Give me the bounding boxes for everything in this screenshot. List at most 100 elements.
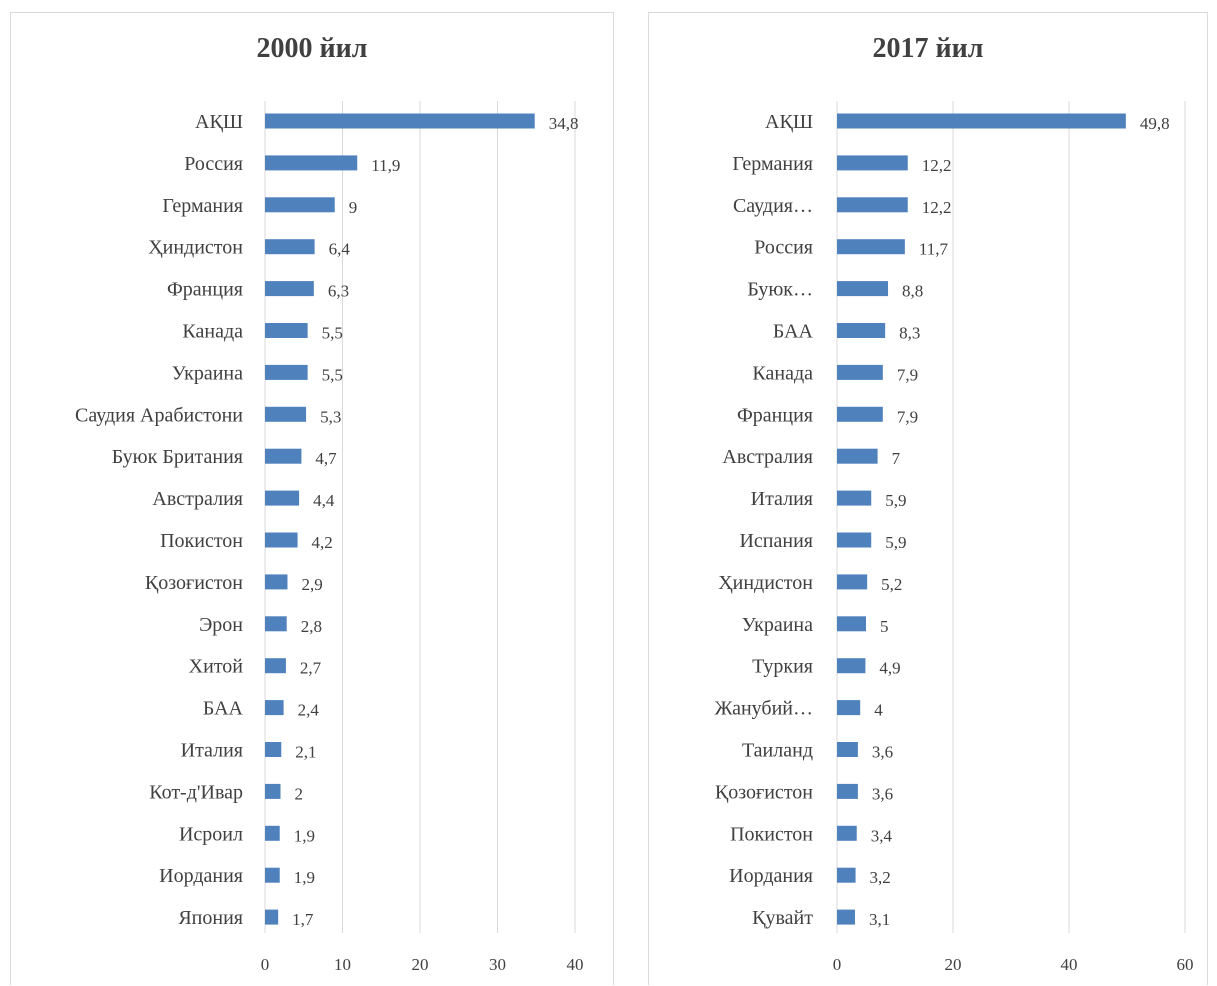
- bar: [265, 155, 358, 171]
- category-label: Қозоғистон: [715, 781, 813, 803]
- data-label: 34,8: [549, 114, 579, 133]
- data-label: 5,2: [881, 575, 902, 594]
- category-label: АҚШ: [195, 111, 243, 133]
- category-label: Россия: [184, 153, 243, 175]
- x-tick-label: 0: [261, 955, 270, 974]
- bar: [837, 909, 855, 925]
- category-label: Канада: [182, 321, 243, 343]
- x-tick-label: 40: [567, 955, 584, 974]
- data-label: 49,8: [1140, 114, 1170, 133]
- bar: [265, 825, 280, 841]
- category-label: Украина: [172, 362, 243, 384]
- category-label: Испания: [739, 530, 813, 552]
- category-label: Саудия…: [733, 195, 813, 217]
- category-label: Саудия Арабистони: [75, 404, 243, 426]
- data-label: 6,3: [328, 282, 349, 301]
- category-label: Ҳиндистон: [718, 572, 813, 594]
- chart-title: 2017 йил: [872, 33, 984, 64]
- data-label: 11,9: [371, 156, 400, 175]
- data-label: 9: [349, 198, 358, 217]
- data-label: 6,4: [329, 240, 351, 259]
- chart-panel-2000: 2000 йил 0 10 20 30 40 АҚШ 34,8 Россия 11,9 Герма…: [10, 12, 614, 985]
- bar: [265, 197, 335, 213]
- bar: [837, 113, 1126, 129]
- data-label: 3,6: [872, 743, 893, 762]
- bar: [265, 406, 307, 422]
- bar: [265, 742, 282, 757]
- data-label: 7,9: [897, 407, 918, 426]
- bar: [265, 783, 281, 799]
- data-label: 2: [295, 784, 304, 803]
- bar: [837, 742, 858, 757]
- bar: [265, 323, 308, 338]
- data-label: 12,2: [922, 198, 952, 217]
- data-label: 5,9: [885, 491, 906, 510]
- category-label: Эрон: [199, 614, 243, 636]
- category-label: Франция: [167, 279, 243, 301]
- data-label: 11,7: [919, 240, 949, 259]
- x-tick-label: 20: [945, 955, 962, 974]
- data-label: 3,6: [872, 784, 893, 803]
- data-label: 3,4: [871, 826, 893, 845]
- data-label: 8,8: [902, 282, 923, 301]
- bar: [837, 532, 872, 548]
- bar: [265, 532, 298, 548]
- bar: [837, 574, 868, 590]
- bar: [837, 281, 889, 297]
- x-tick-label: 10: [334, 955, 351, 974]
- category-label: Австралия: [152, 488, 243, 510]
- category-label: Франция: [737, 404, 813, 426]
- data-label: 2,1: [295, 743, 316, 762]
- category-label: Қозоғистон: [145, 572, 243, 594]
- category-label: Кот-д'Ивар: [149, 781, 243, 803]
- category-label: Покистон: [160, 530, 243, 552]
- category-label: БАА: [773, 321, 814, 343]
- category-label: Туркия: [752, 656, 813, 678]
- data-label: 7: [892, 449, 901, 468]
- bar: [837, 448, 878, 464]
- category-label: Германия: [732, 153, 813, 175]
- x-tick-label: 40: [1061, 955, 1078, 974]
- category-label: Иордания: [159, 865, 243, 887]
- chart-panel-2017: 2017 йил 0 20 40 60 АҚШ 49,8 Германия 12,2 Сауди…: [648, 12, 1208, 985]
- category-label: Иордания: [729, 865, 813, 887]
- category-label: АҚШ: [765, 111, 813, 133]
- category-label: Австралия: [722, 446, 813, 468]
- bar: [265, 574, 288, 590]
- data-label: 5,5: [322, 324, 343, 343]
- bar: [265, 658, 286, 674]
- bar: [837, 490, 872, 506]
- category-label: Канада: [752, 362, 813, 384]
- category-label: Таиланд: [742, 740, 813, 762]
- bar: [837, 323, 886, 338]
- x-tick-label: 30: [489, 955, 506, 974]
- bar: [837, 658, 866, 674]
- bar: [265, 113, 535, 129]
- data-label: 3,2: [870, 868, 891, 887]
- data-label: 2,4: [298, 701, 320, 720]
- data-label: 4: [874, 701, 883, 720]
- data-label: 1,9: [294, 826, 315, 845]
- category-label: Италия: [181, 740, 243, 762]
- bar: [265, 281, 314, 297]
- category-label: Германия: [162, 195, 243, 217]
- x-tick-label: 0: [833, 955, 842, 974]
- bar: [837, 197, 908, 213]
- data-label: 5,9: [885, 533, 906, 552]
- bar: [265, 239, 315, 255]
- category-label: Италия: [751, 488, 813, 510]
- data-label: 7,9: [897, 365, 918, 384]
- x-tick-label: 60: [1177, 955, 1194, 974]
- category-label: Исроил: [179, 823, 243, 845]
- category-label: Япония: [178, 907, 243, 929]
- category-label: Жанубий…: [715, 698, 813, 720]
- category-label: Ҳиндистон: [148, 237, 243, 259]
- category-label: Украина: [742, 614, 813, 636]
- data-label: 4,9: [879, 659, 900, 678]
- bar: [265, 700, 284, 716]
- data-label: 2,8: [301, 617, 322, 636]
- data-label: 12,2: [922, 156, 952, 175]
- bar: [837, 700, 861, 716]
- data-label: 4,4: [313, 491, 335, 510]
- bar: [265, 364, 308, 380]
